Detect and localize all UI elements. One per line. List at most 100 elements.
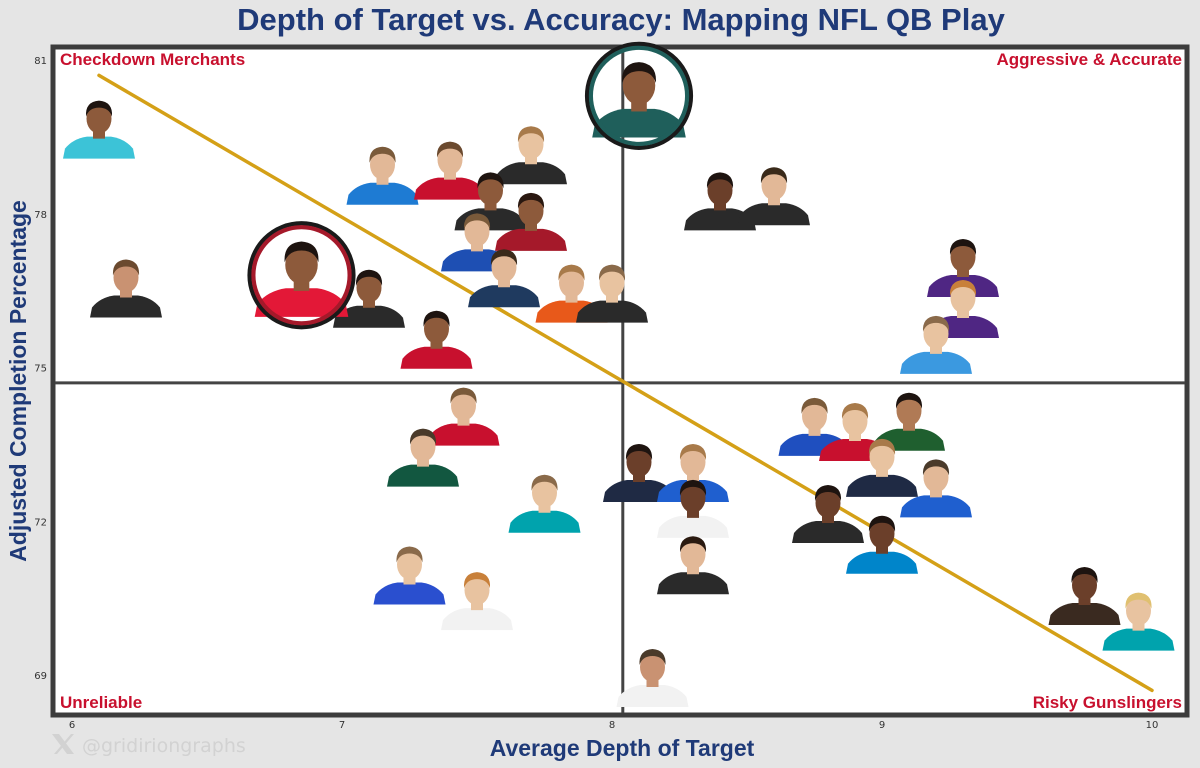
face-shape <box>869 518 895 549</box>
face-shape <box>491 252 517 283</box>
neck-shape <box>471 242 483 252</box>
qb-points <box>63 41 1175 707</box>
neck-shape <box>631 99 647 112</box>
hair-shape <box>760 167 788 184</box>
watermark: @gridiriongraphs <box>52 734 246 757</box>
y-tick-label: 81 <box>34 56 47 67</box>
jersey-shape <box>576 300 648 323</box>
jersey-shape <box>1102 628 1175 651</box>
qb-point <box>468 249 540 308</box>
face-shape <box>559 267 584 298</box>
face-shape <box>640 652 665 682</box>
jersey-shape <box>1048 603 1121 625</box>
neck-shape <box>633 473 645 482</box>
neck-shape <box>525 155 537 165</box>
jersey-shape <box>846 474 918 497</box>
neck-shape <box>484 201 497 211</box>
hair-shape <box>922 459 950 476</box>
neck-shape <box>687 565 699 575</box>
face-shape <box>626 447 652 477</box>
hair-shape <box>284 241 319 263</box>
jersey-shape <box>468 285 540 308</box>
jersey-shape <box>63 136 135 159</box>
x-tick-label: 10 <box>1146 720 1159 731</box>
neck-shape <box>822 514 834 523</box>
jersey-shape <box>616 685 689 707</box>
x-tick-label: 9 <box>879 720 885 731</box>
highlight-ring-inner <box>251 225 352 326</box>
qb-point <box>373 546 446 605</box>
neck-shape <box>903 421 915 431</box>
hair-shape <box>517 126 545 143</box>
qb-point <box>584 41 694 150</box>
face-shape <box>285 245 318 285</box>
face-shape <box>761 170 787 201</box>
face-shape <box>707 175 733 206</box>
neck-shape <box>471 601 483 611</box>
qb-point <box>346 146 419 205</box>
hair-shape <box>625 444 653 460</box>
y-tick-label: 72 <box>34 517 47 528</box>
hair-shape <box>369 146 396 163</box>
hair-shape <box>85 100 113 117</box>
face-shape <box>356 272 382 303</box>
jersey-shape <box>900 495 972 518</box>
qb-point <box>792 485 864 543</box>
neck-shape <box>646 678 659 687</box>
face-shape <box>680 447 706 477</box>
hair-shape <box>679 479 707 496</box>
hair-shape <box>463 572 491 589</box>
quadrant-label-checkdown-merchants: Checkdown Merchants <box>60 50 245 69</box>
face-shape <box>437 144 463 175</box>
qb-point <box>873 392 945 451</box>
hair-shape <box>1125 592 1152 609</box>
face-shape <box>478 175 503 206</box>
neck-shape <box>363 298 375 308</box>
neck-shape <box>457 416 470 426</box>
highlight-ring-inner <box>588 45 690 147</box>
hair-shape <box>679 536 707 553</box>
qb-point <box>414 141 486 200</box>
x-tick-label: 7 <box>339 720 345 731</box>
neck-shape <box>376 175 389 185</box>
neck-shape <box>538 503 551 513</box>
qb-point <box>495 126 567 185</box>
qb-point <box>576 264 648 323</box>
x-tick-label: 6 <box>69 720 75 731</box>
jersey-shape <box>900 351 972 374</box>
hair-shape <box>895 392 923 409</box>
qb-point <box>63 100 135 159</box>
hair-shape <box>517 192 545 209</box>
neck-shape <box>849 432 861 441</box>
hair-shape <box>531 474 558 491</box>
hair-shape <box>841 403 869 419</box>
jersey-shape <box>684 208 756 231</box>
jersey-shape <box>346 182 419 205</box>
jersey-shape <box>592 108 686 138</box>
face-shape <box>113 262 139 293</box>
quadrant-label-risky-gunslingers: Risky Gunslingers <box>1033 693 1182 712</box>
neck-shape <box>417 457 429 467</box>
trend-line <box>97 73 1154 693</box>
neck-shape <box>687 508 699 518</box>
hair-shape <box>949 239 977 255</box>
y-tick-label: 78 <box>34 210 47 221</box>
qb-point <box>247 221 356 330</box>
jersey-shape <box>846 551 918 574</box>
face-shape <box>923 462 949 493</box>
hair-shape <box>436 141 464 158</box>
neck-shape <box>403 575 416 585</box>
qb-point <box>387 428 459 487</box>
face-shape <box>599 267 625 298</box>
neck-shape <box>444 170 456 180</box>
face-shape <box>518 195 544 226</box>
jersey-shape <box>657 572 729 595</box>
hair-shape <box>409 428 437 445</box>
hair-shape <box>922 315 950 332</box>
jersey-shape <box>333 305 405 328</box>
neck-shape <box>808 426 821 436</box>
hair-shape <box>396 546 423 563</box>
hair-shape <box>355 269 383 286</box>
x-axis-label: Average Depth of Target <box>490 735 755 761</box>
hair-shape <box>868 438 896 455</box>
